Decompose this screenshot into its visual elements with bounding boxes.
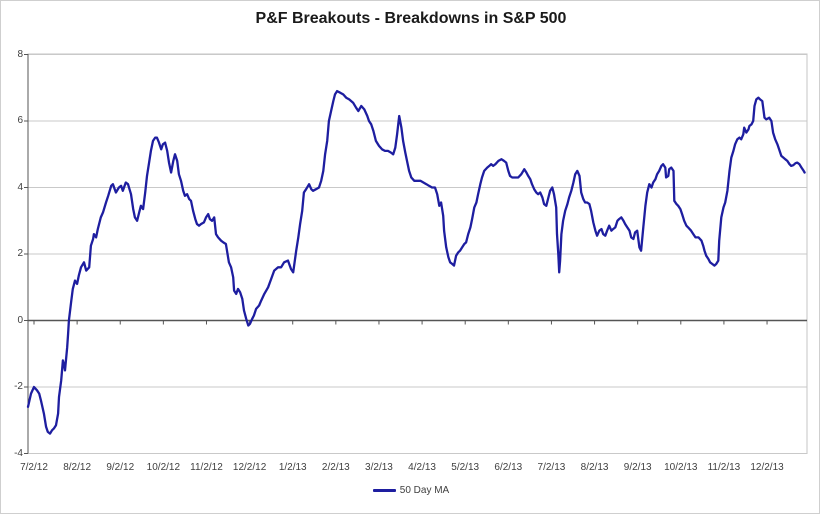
y-tick-label: 4	[17, 181, 23, 193]
x-tick-label: 8/2/13	[580, 462, 609, 473]
x-tick-label: 9/2/13	[623, 462, 652, 473]
x-tick-label: 9/2/12	[106, 462, 135, 473]
x-tick-label: 3/2/13	[365, 462, 393, 473]
x-tick-label: 8/2/12	[63, 462, 92, 473]
x-tick-label: 7/2/12	[20, 462, 48, 473]
x-tick-label: 12/2/12	[232, 462, 267, 473]
y-tick-label: 2	[17, 248, 23, 259]
x-tick-label: 2/2/13	[321, 462, 350, 473]
y-tick-label: 0	[17, 314, 23, 326]
chart-title: P&F Breakouts - Breakdowns in S&P 500	[255, 10, 567, 27]
legend: 50 Day MA	[1, 485, 819, 496]
x-tick-label: 7/2/13	[537, 462, 566, 473]
legend-label: 50 Day MA	[399, 485, 450, 496]
y-tick-label: 6	[17, 115, 23, 126]
x-tick-label: 12/2/13	[750, 462, 784, 473]
x-tick-label: 1/2/13	[278, 462, 307, 473]
y-tick-label: 8	[17, 48, 23, 60]
y-tick-label: -4	[14, 447, 23, 459]
x-tick-label: 10/2/13	[664, 462, 698, 473]
series-line-50-day-ma	[26, 89, 806, 435]
x-tick-label: 6/2/13	[494, 462, 523, 473]
legend-line-sample	[372, 489, 396, 492]
x-tick-label: 4/2/13	[408, 462, 436, 473]
x-tick-label: 10/2/12	[146, 462, 181, 473]
x-tick-label: 11/2/13	[707, 462, 741, 473]
x-tick-label: 11/2/12	[190, 462, 223, 473]
x-tick-label: 5/2/13	[451, 462, 480, 473]
y-tick-label: -2	[14, 381, 23, 392]
